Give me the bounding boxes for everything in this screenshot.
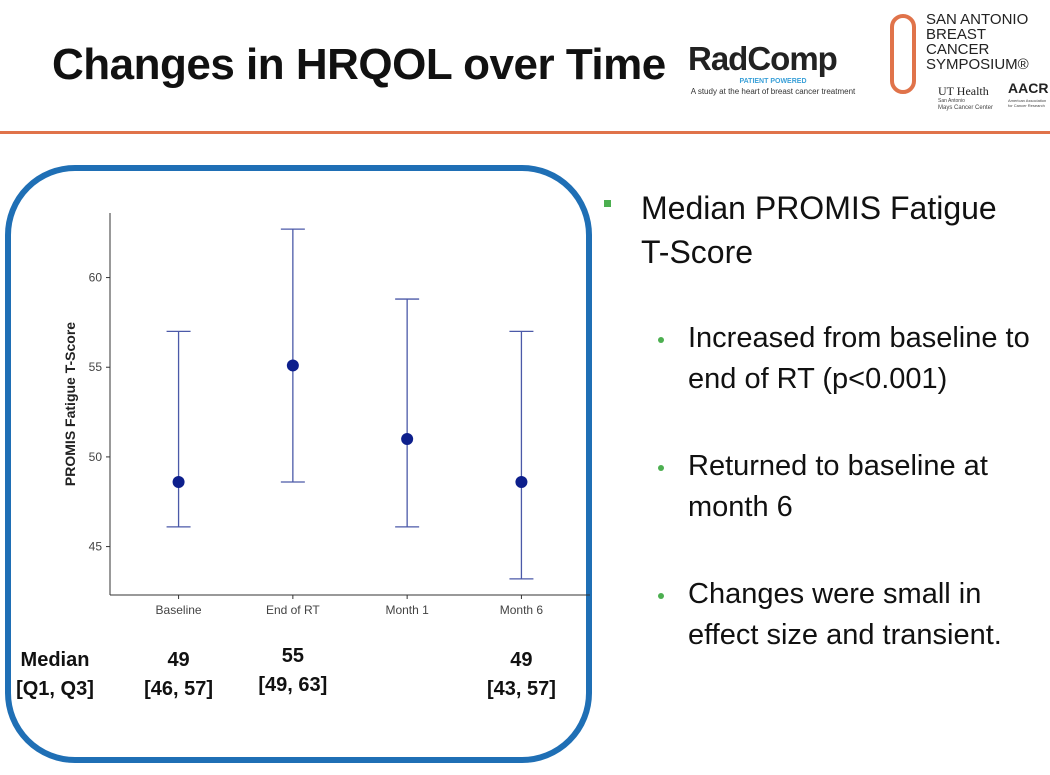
sabcs-line: SYMPOSIUM® xyxy=(926,56,1029,73)
divider xyxy=(0,131,1050,134)
point xyxy=(515,476,528,489)
row-label: Median xyxy=(20,649,90,671)
bullet-marker xyxy=(658,465,664,471)
partner: AACR xyxy=(1008,80,1049,96)
bullet-marker xyxy=(658,337,664,343)
table-column: 55 [49, 63] xyxy=(233,642,353,700)
chart-frame xyxy=(5,165,592,763)
row-label: [Q1, Q3] xyxy=(16,678,94,700)
bullet-sub: Returned to baseline at month 6 xyxy=(688,450,988,523)
y-tick-label: 55 xyxy=(89,360,103,374)
partner: UT Health xyxy=(938,84,989,98)
point xyxy=(401,432,414,445)
table-row-label: Median [Q1, Q3] xyxy=(10,646,100,704)
radcomp-logo: RadComp PATIENT POWERED A study at the h… xyxy=(688,40,858,96)
bullet-sub: Changes were small in effect size and tr… xyxy=(688,578,1002,651)
table-cell: 49 xyxy=(510,649,533,671)
x-tick-label: End of RT xyxy=(266,603,320,617)
x-tick-label: Month 1 xyxy=(385,603,429,617)
logo-caption: A study at the heart of breast cancer tr… xyxy=(690,87,856,96)
logo-tagline: PATIENT POWERED xyxy=(739,78,807,85)
y-tick-label: 60 xyxy=(89,271,103,285)
sabcs-line: SAN ANTONIO xyxy=(926,11,1029,28)
table-cell: 49 xyxy=(167,649,190,671)
point xyxy=(286,359,299,372)
bullet-marker xyxy=(658,593,664,599)
point xyxy=(172,476,185,489)
sabcs-line: BREAST CANCER xyxy=(926,26,990,58)
bullet-main: Median PROMIS Fatigue T-Score xyxy=(641,190,997,270)
y-tick-label: 45 xyxy=(89,540,103,554)
partner-sub: American Association for Cancer Research xyxy=(1008,98,1047,108)
x-tick-label: Baseline xyxy=(156,603,202,617)
table-cell: [43, 57] xyxy=(486,678,556,700)
sabcs-logo: SAN ANTONIO BREAST CANCER SYMPOSIUM® UT … xyxy=(890,12,1048,111)
chart: PROMIS Fatigue T-Score 45 50 55 60 Baseline E… xyxy=(62,213,590,617)
partner-sub: Mays Cancer Center xyxy=(938,105,994,111)
bullet-sub: Increased from baseline to end of RT (p<… xyxy=(688,322,1030,395)
logo-ribbon xyxy=(890,14,916,94)
bullet-marker xyxy=(604,200,611,207)
partner-sub: San Antonio xyxy=(938,98,965,104)
logo-text: RadComp xyxy=(688,40,838,77)
table-cell: [46, 57] xyxy=(144,678,214,700)
sabcs-name: SAN ANTONIO BREAST CANCER SYMPOSIUM® xyxy=(926,12,1045,72)
table-column: 49 [43, 57] xyxy=(461,646,581,704)
y-axis-label: PROMIS Fatigue T-Score xyxy=(62,322,78,486)
table-column: 49 [46, 57] xyxy=(119,646,239,704)
slide-title: Changes in HRQOL over Time xyxy=(52,40,666,89)
x-tick-label: Month 6 xyxy=(500,603,544,617)
table-cell: 55 xyxy=(281,645,304,667)
table-cell: [49, 63] xyxy=(258,674,328,696)
y-tick-label: 50 xyxy=(89,450,103,464)
